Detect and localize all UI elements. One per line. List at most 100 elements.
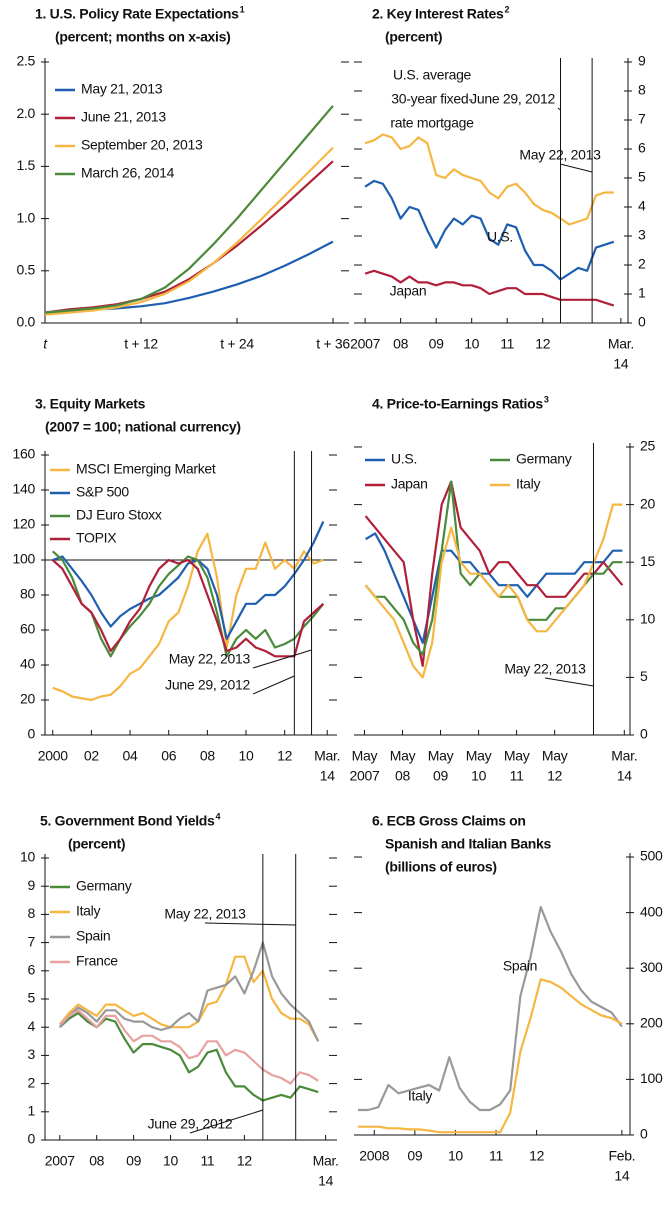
x-tick-label: 08 <box>200 748 215 764</box>
series-line <box>52 521 325 640</box>
series-line <box>44 146 334 316</box>
y-tick-label: 40 <box>20 656 35 672</box>
x-tick-label: Mar. <box>611 748 637 764</box>
series-line <box>365 532 623 644</box>
x-tick-sublabel: 14 <box>613 356 628 372</box>
x-tick-label: 09 <box>407 1148 422 1164</box>
x-tick-label: Feb. <box>608 1148 635 1164</box>
x-tick-label: May <box>390 748 416 764</box>
annotation: Spain <box>503 958 537 974</box>
legend-label: TOPIX <box>76 530 117 546</box>
x-tick-label: 12 <box>535 336 550 352</box>
x-tick-label: 11 <box>489 1148 503 1164</box>
title-note: 1 <box>240 4 245 14</box>
y-tick-label: 0 <box>640 726 648 742</box>
chart-title: 4. Price-to-Earnings Ratios <box>372 396 543 412</box>
x-tick-sublabel: 2007 <box>349 768 379 784</box>
event-label: May 22, 2013 <box>169 651 251 667</box>
chart-subtitle: (percent) <box>68 836 125 852</box>
legend-label: Spain <box>76 928 110 944</box>
series-line <box>58 955 320 1042</box>
x-tick-label: 2007 <box>45 1153 75 1169</box>
y-tick-label: 1 <box>28 1103 36 1119</box>
series-line <box>51 550 325 658</box>
legend-label: DJ Euro Stoxx <box>76 507 162 523</box>
event-leader <box>252 649 312 669</box>
event-label: June 29, 2012 <box>470 91 555 107</box>
y-tick-label: 2.0 <box>16 105 35 121</box>
y-tick-label: 1 <box>638 285 646 301</box>
legend-label: France <box>76 953 118 969</box>
x-tick-label: t + 24 <box>220 336 254 352</box>
y-tick-label: 60 <box>20 621 35 637</box>
y-tick-label: 4 <box>28 1018 36 1034</box>
y-tick-label: 7 <box>28 933 36 949</box>
x-tick-sublabel: 14 <box>617 768 632 784</box>
x-tick-label: t + 12 <box>124 336 158 352</box>
y-tick-label: 5 <box>28 990 36 1006</box>
y-tick-label: 160 <box>13 446 36 462</box>
event-leader <box>544 677 594 687</box>
legend-label: U.S. <box>391 451 417 467</box>
x-tick-sublabel: 12 <box>547 768 562 784</box>
x-tick-label: 12 <box>237 1153 252 1169</box>
event-leader <box>189 1109 263 1134</box>
y-tick-label: 10 <box>20 849 35 865</box>
y-tick-label: 0 <box>640 1126 648 1142</box>
y-tick-label: 2.5 <box>16 53 35 69</box>
x-tick-sublabel: 08 <box>395 768 410 784</box>
legend-label: Germany <box>76 878 132 894</box>
series-line <box>51 558 325 658</box>
y-tick-label: 500 <box>640 848 663 864</box>
legend-label: Italy <box>516 476 540 492</box>
x-tick-label: May <box>352 748 378 764</box>
x-tick-label: 10 <box>239 748 254 764</box>
y-tick-label: 8 <box>28 905 36 921</box>
x-tick-label: May <box>466 748 492 764</box>
x-tick-sublabel: 14 <box>614 1168 629 1184</box>
event-label: June 29, 2012 <box>148 1116 233 1132</box>
annotation: Italy <box>408 1088 432 1104</box>
chart-subtitle: (percent) <box>385 29 442 45</box>
x-tick-label: 11 <box>500 336 514 352</box>
x-tick-label: 12 <box>277 748 292 764</box>
series-line <box>44 240 334 314</box>
y-tick-label: 0.5 <box>16 262 35 278</box>
series-line <box>364 480 624 667</box>
chart-title: 1. U.S. Policy Rate Expectations <box>35 6 239 22</box>
event-leader <box>204 922 296 926</box>
annotation: Japan <box>390 283 427 299</box>
y-tick-label: 10 <box>640 611 655 627</box>
x-tick-label: t + 36 <box>316 336 350 352</box>
y-tick-label: 100 <box>640 1070 663 1086</box>
y-tick-label: 140 <box>13 481 36 497</box>
chart-subtitle: (2007 = 100; national currency) <box>45 419 241 435</box>
title-note: 2 <box>504 4 509 14</box>
x-tick-label: 10 <box>163 1153 178 1169</box>
legend-label: June 21, 2013 <box>81 109 166 125</box>
annotation: U.S. <box>487 229 513 245</box>
chart-subtitle: (percent; months on x-axis) <box>55 29 230 45</box>
x-tick-label: 09 <box>429 336 444 352</box>
annotation: U.S. average <box>393 67 472 83</box>
y-tick-label: 1.5 <box>16 157 35 173</box>
y-tick-label: 120 <box>13 516 36 532</box>
x-tick-sublabel: 09 <box>433 768 448 784</box>
y-tick-label: 15 <box>640 553 655 569</box>
series-line <box>358 978 623 1134</box>
y-tick-label: 0 <box>638 314 646 330</box>
legend-label: MSCI Emerging Market <box>76 461 216 477</box>
chart-subtitle: Spanish and Italian Banks <box>385 836 552 852</box>
y-tick-label: 3 <box>638 227 646 243</box>
chart-subtitle: (billions of euros) <box>385 859 497 875</box>
x-tick-label: 2007 <box>350 336 380 352</box>
event-leader <box>559 163 593 173</box>
annotation: 30-year fixed- <box>391 91 473 107</box>
series-line <box>44 105 334 314</box>
series-line <box>44 160 334 314</box>
y-tick-label: 0 <box>28 1131 36 1147</box>
y-tick-label: 2 <box>28 1074 36 1090</box>
series-line <box>59 1012 319 1102</box>
chart-title: 5. Government Bond Yields <box>40 813 215 829</box>
